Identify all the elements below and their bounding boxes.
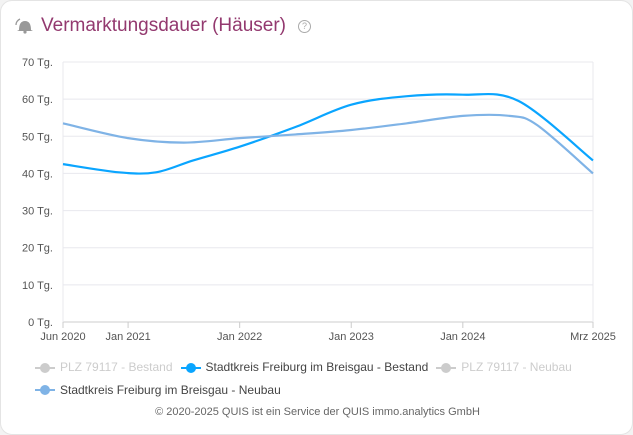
question-icon[interactable]: ?: [298, 19, 311, 33]
copyright-footer: © 2020-2025 QUIS ist ein Service der QUI…: [155, 406, 480, 418]
legend-label: PLZ 79117 - Neubau: [461, 360, 572, 374]
y-tick-label: 10 Tg.: [22, 280, 53, 292]
y-tick-label: 20 Tg.: [22, 243, 53, 255]
x-tick-label: Mrz 2025: [570, 331, 616, 343]
y-tick-label: 60 Tg.: [22, 94, 53, 106]
x-tick-label: Jan 2022: [217, 331, 262, 343]
legend-label: Stadtkreis Freiburg im Breisgau - Bestan…: [205, 360, 429, 374]
chart-title: Vermarktungsdauer (Häuser): [41, 15, 286, 36]
legend-item[interactable]: PLZ 79117 - Neubau: [436, 357, 572, 378]
x-tick-label: Jan 2021: [105, 331, 150, 343]
chart-legend: PLZ 79117 - Bestand Stadtkreis Freiburg i…: [35, 357, 615, 402]
x-tick-label: Jan 2023: [329, 331, 374, 343]
legend-label: PLZ 79117 - Bestand: [60, 360, 173, 374]
legend-marker-icon: [436, 362, 457, 373]
bell-icon: [15, 18, 33, 34]
line-chart: 0 Tg. 10 Tg. 20 Tg. 30 Tg. 40 Tg. 50 Tg. 60 Tg…: [22, 57, 616, 343]
legend-marker-icon: [180, 362, 201, 373]
y-tick-label: 40 Tg.: [22, 168, 53, 180]
x-tick-label: Jan 2024: [440, 331, 485, 343]
y-tick-label: 70 Tg.: [22, 57, 53, 69]
y-tick-label: 50 Tg.: [22, 131, 53, 143]
legend-item[interactable]: Stadtkreis Freiburg im Breisgau - Neubau: [35, 380, 281, 401]
legend-marker-icon: [35, 362, 55, 373]
series-line-1: [62, 92, 594, 175]
legend-label: Stadtkreis Freiburg im Breisgau - Neubau: [60, 382, 281, 397]
series-line-3: [62, 113, 594, 175]
x-tick-label: Jun 2020: [40, 331, 85, 343]
legend-item[interactable]: Stadtkreis Freiburg im Breisgau - Bestan…: [180, 357, 429, 378]
legend-marker-icon: [35, 385, 55, 395]
y-tick-label: 30 Tg.: [22, 206, 53, 218]
y-tick-label: 0 Tg.: [28, 317, 53, 329]
chart-header: Vermarktungsdauer (Häuser) ?: [15, 15, 311, 37]
legend-item[interactable]: PLZ 79117 - Bestand: [35, 357, 173, 378]
